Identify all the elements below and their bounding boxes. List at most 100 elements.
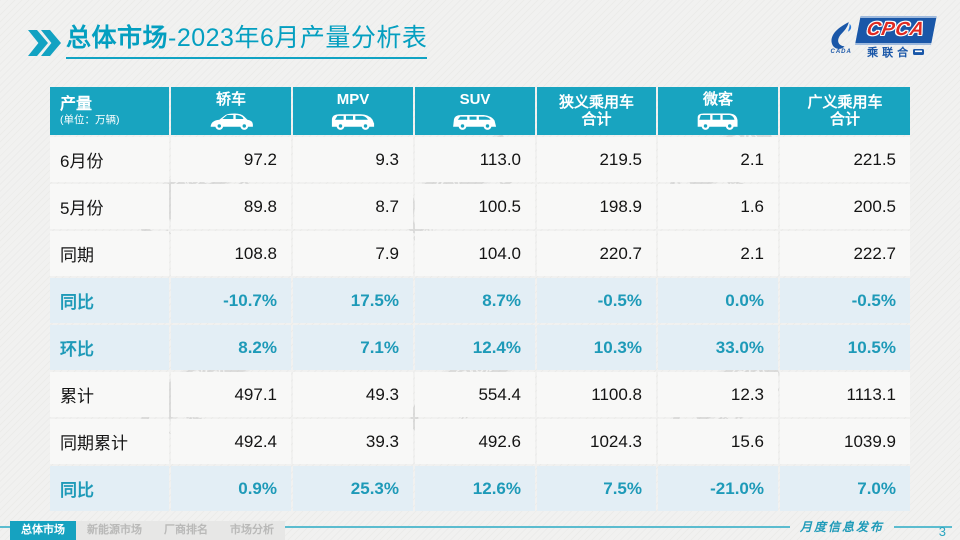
column-label: 轿车	[215, 91, 246, 109]
cell-value: 100.5	[415, 184, 535, 229]
cell-value: 492.6	[415, 419, 535, 464]
cell-value: 33.0%	[658, 325, 778, 370]
suv-icon	[450, 110, 500, 131]
column-header-微客: 微客	[658, 87, 778, 135]
cell-value: 113.0	[415, 137, 535, 182]
column-label: 广义乘用车	[807, 93, 883, 111]
cell-value: 7.9	[293, 231, 413, 276]
sedan-icon	[206, 110, 256, 131]
footer-tabs: 总体市场 新能源市场 厂商排名 市场分析	[10, 521, 285, 540]
cell-value: 219.5	[537, 137, 656, 182]
cell-value: 0.0%	[658, 278, 778, 323]
footer-rule-right	[894, 525, 952, 528]
cell-value: 49.3	[293, 372, 413, 417]
row-label: 同期	[50, 231, 169, 276]
cpca-logo: CADA CPCA 乘联合	[828, 16, 937, 60]
cpca-emblem: CADA	[828, 21, 854, 55]
table-row: 同期 108.8 7.9 104.0 220.7 2.1 222.7	[50, 231, 910, 276]
cell-value: 1.6	[658, 184, 778, 229]
cell-value: -0.5%	[780, 278, 910, 323]
cell-value: 492.4	[171, 419, 291, 464]
cell-value: 7.1%	[293, 325, 413, 370]
cpca-swoosh-icon	[831, 22, 852, 49]
table-header-row: 产量 (单位：万辆) 轿车 MPV SUV 狭义乘用车 合计 微客 广义乘用车 合计	[50, 87, 910, 135]
table-row: 6月份 97.2 9.3 113.0 219.5 2.1 221.5	[50, 137, 910, 182]
cpca-emblem-text: CADA	[830, 49, 852, 55]
footer-rule: 月度信息发布	[0, 518, 952, 535]
table-row: 5月份 89.8 8.7 100.5 198.9 1.6 200.5	[50, 184, 910, 229]
cell-value: 25.3%	[293, 466, 413, 511]
row-label: 5月份	[50, 184, 169, 229]
cell-value: 2.1	[658, 231, 778, 276]
column-header-MPV: MPV	[293, 87, 413, 135]
cell-value: 10.3%	[537, 325, 656, 370]
cpca-logo-box: CPCA	[855, 16, 937, 43]
car-front-icon	[913, 49, 925, 55]
row-label: 同比	[50, 278, 169, 323]
production-table: 产量 (单位：万辆) 轿车 MPV SUV 狭义乘用车 合计 微客 广义乘用车 合计 6月份 9…	[48, 85, 912, 513]
column-header-轿车: 轿车	[171, 87, 291, 135]
footer-tab-新能源市场[interactable]: 新能源市场	[87, 524, 142, 536]
cell-value: 8.7%	[415, 278, 535, 323]
footer-tab-总体市场[interactable]: 总体市场	[10, 521, 76, 540]
cell-value: -21.0%	[658, 466, 778, 511]
page-title-rest: -2023年6月产量分析表	[168, 24, 428, 52]
column-header-content: 轿车	[171, 87, 291, 135]
mpv-icon	[328, 110, 378, 131]
column-header-SUV: SUV	[415, 87, 535, 135]
cell-value: 17.5%	[293, 278, 413, 323]
cell-value: 9.3	[293, 137, 413, 182]
cell-value: 221.5	[780, 137, 910, 182]
cpca-logo-sub-label: 乘联合	[867, 47, 913, 59]
column-header-content: SUV	[415, 87, 535, 135]
header-unit-sub: (单位：万辆)	[60, 113, 120, 126]
cell-value: 497.1	[171, 372, 291, 417]
cell-value: 554.4	[415, 372, 535, 417]
cell-value: -0.5%	[537, 278, 656, 323]
footer-tab-市场分析[interactable]: 市场分析	[230, 524, 274, 536]
table-row: 环比 8.2% 7.1% 12.4% 10.3% 33.0% 10.5%	[50, 325, 910, 370]
cell-value: 200.5	[780, 184, 910, 229]
title-bar: 总体市场-2023年6月产量分析表	[28, 24, 428, 59]
column-label: SUV	[459, 91, 491, 109]
cell-value: 10.5%	[780, 325, 910, 370]
cell-value: 8.2%	[171, 325, 291, 370]
cell-value: 97.2	[171, 137, 291, 182]
column-label-line2: 合计	[581, 111, 612, 128]
cell-value: 89.8	[171, 184, 291, 229]
cell-value: 1100.8	[537, 372, 656, 417]
row-label: 6月份	[50, 137, 169, 182]
cell-value: 12.6%	[415, 466, 535, 511]
row-label: 环比	[50, 325, 169, 370]
table-row: 累计 497.1 49.3 554.4 1100.8 12.3 1113.1	[50, 372, 910, 417]
cell-value: 0.9%	[171, 466, 291, 511]
table-row: 同期累计 492.4 39.3 492.6 1024.3 15.6 1039.9	[50, 419, 910, 464]
page-number: 3	[938, 524, 946, 539]
column-header-content: 狭义乘用车 合计	[537, 87, 656, 135]
cell-value: 220.7	[537, 231, 656, 276]
column-header-content: 广义乘用车 合计	[780, 87, 910, 135]
cell-value: -10.7%	[171, 278, 291, 323]
cell-value: 1113.1	[780, 372, 910, 417]
cell-value: 39.3	[293, 419, 413, 464]
microvan-icon	[693, 110, 743, 131]
cell-value: 15.6	[658, 419, 778, 464]
column-label-line2: 合计	[829, 111, 860, 128]
column-label: 微客	[702, 91, 733, 109]
cell-value: 7.5%	[537, 466, 656, 511]
table-row: 同比 0.9% 25.3% 12.6% 7.5% -21.0% 7.0%	[50, 466, 910, 511]
cell-value: 108.8	[171, 231, 291, 276]
table-body: 6月份 97.2 9.3 113.0 219.5 2.1 221.5 5月份 89.8 8.7 10…	[50, 137, 910, 511]
row-label: 同期累计	[50, 419, 169, 464]
column-label: MPV	[336, 91, 370, 109]
footer-tab-厂商排名[interactable]: 厂商排名	[164, 524, 208, 536]
cell-value: 1024.3	[537, 419, 656, 464]
cell-value: 12.4%	[415, 325, 535, 370]
cell-value: 104.0	[415, 231, 535, 276]
column-header-广义乘用车: 广义乘用车 合计	[780, 87, 910, 135]
row-label: 累计	[50, 372, 169, 417]
cell-value: 2.1	[658, 137, 778, 182]
page-title-bold: 总体市场	[66, 24, 169, 52]
column-header-content: MPV	[293, 87, 413, 135]
